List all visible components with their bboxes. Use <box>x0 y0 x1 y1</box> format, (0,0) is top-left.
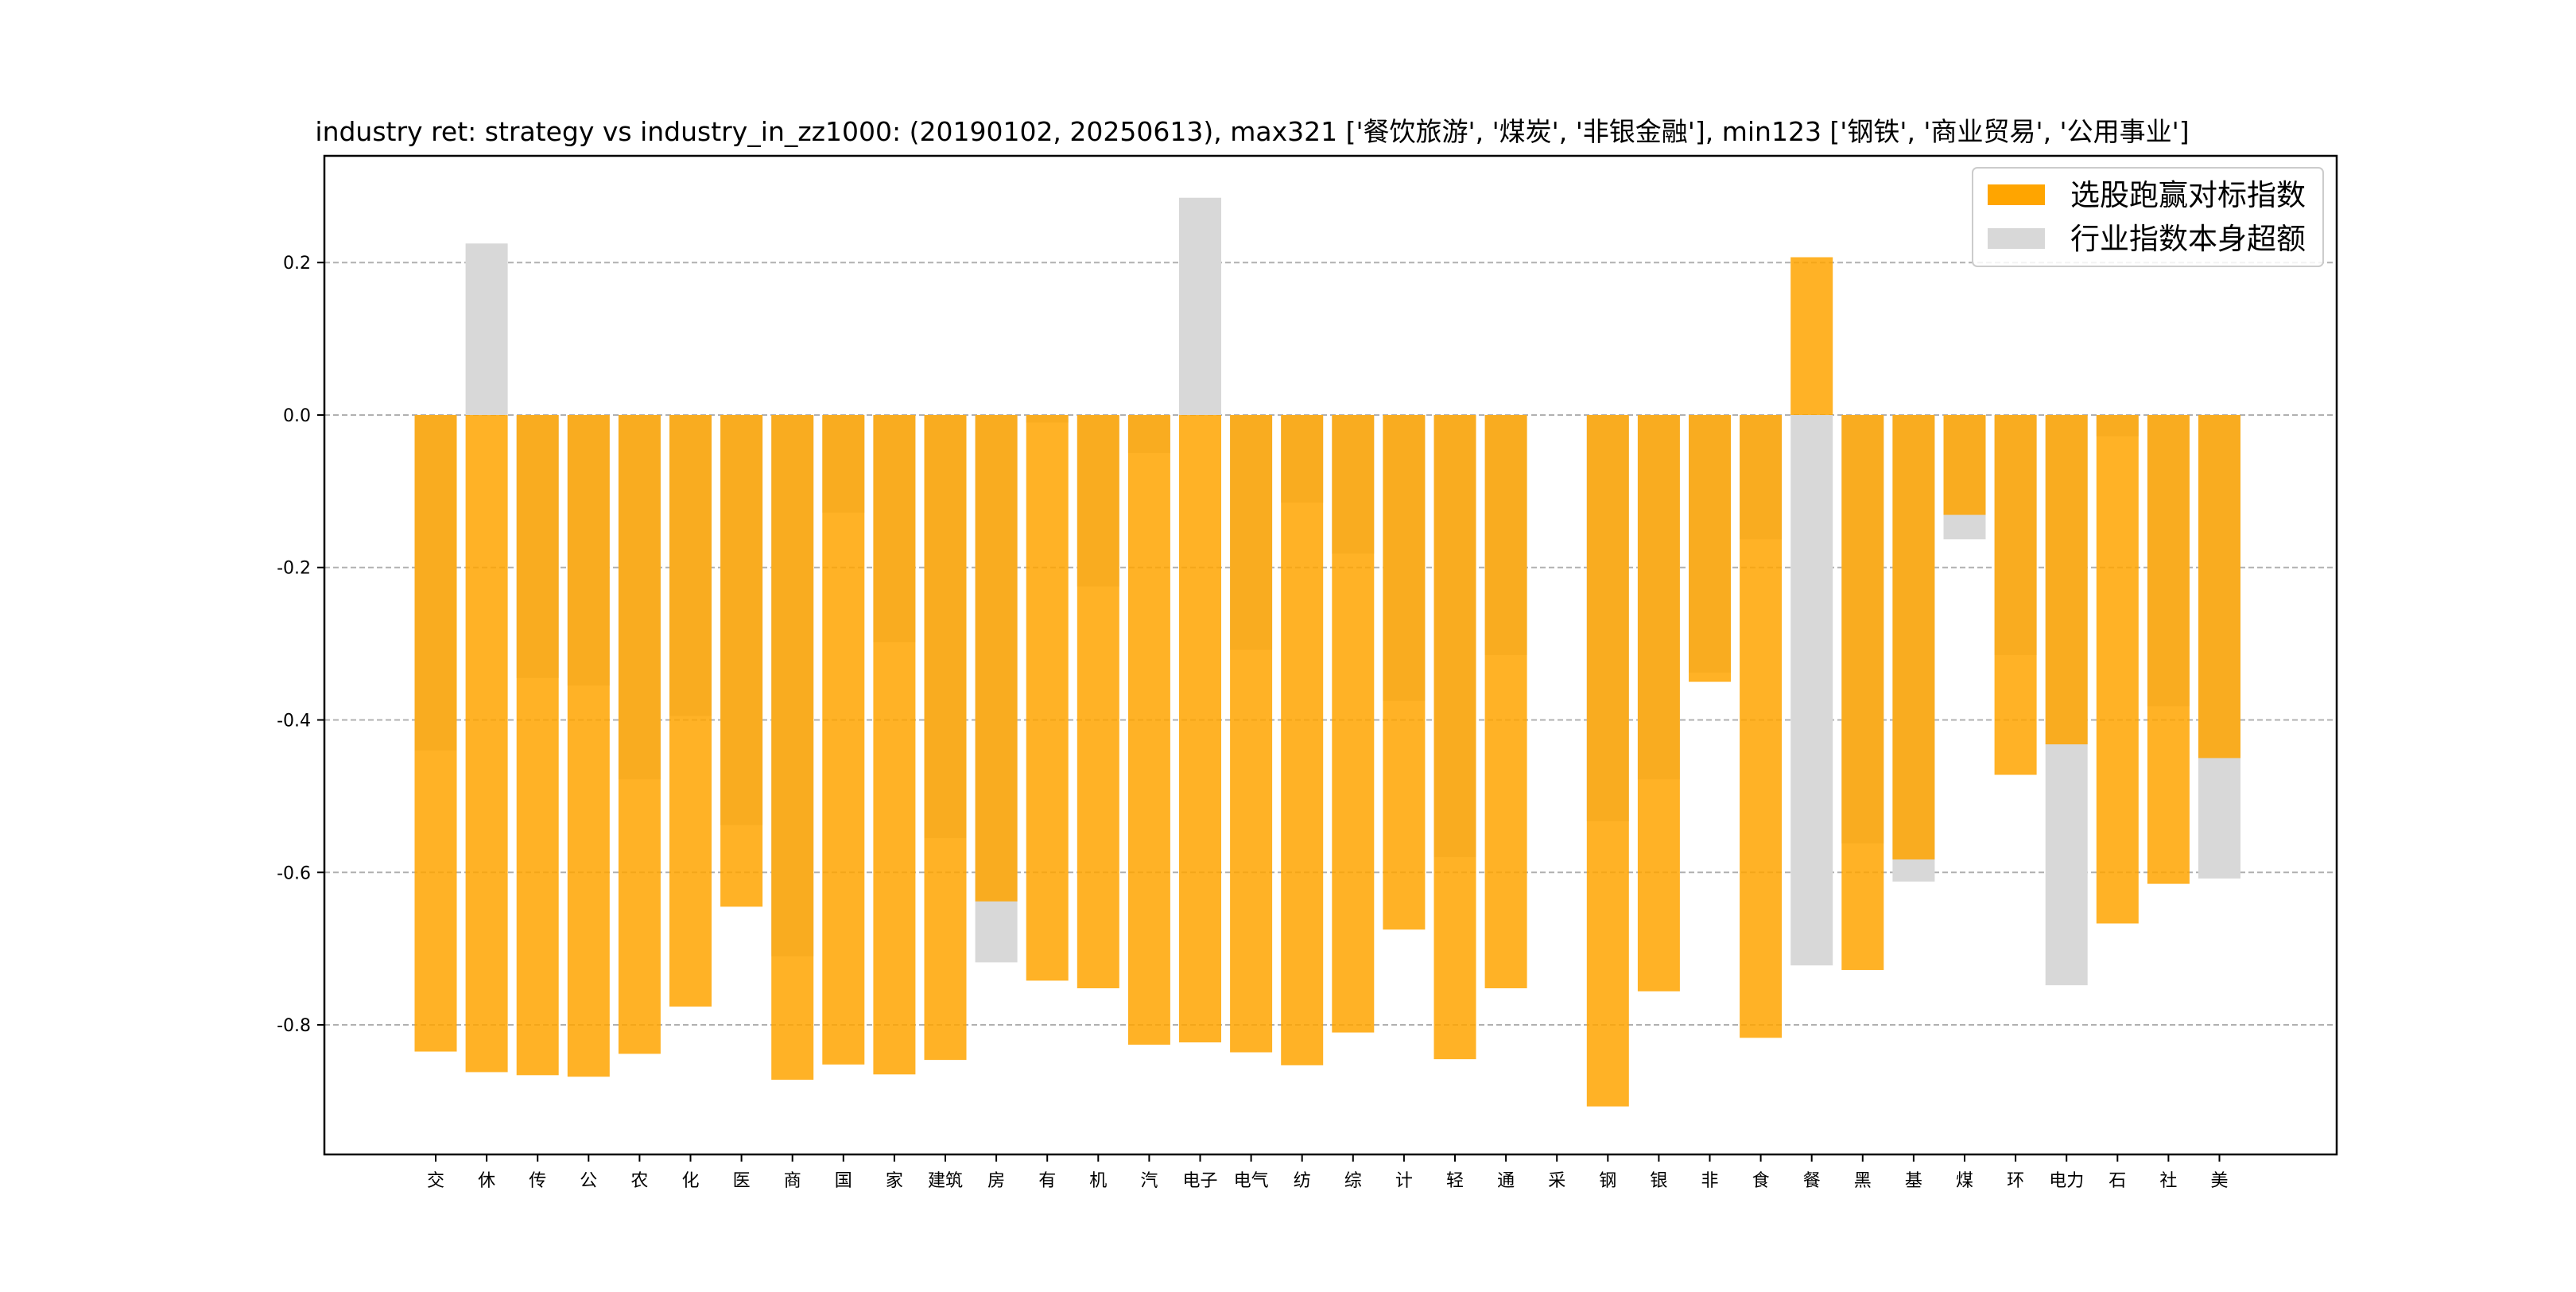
x-tick-label: 美 <box>2210 1171 2228 1191</box>
bar-strategy <box>975 414 1018 902</box>
bar-strategy <box>873 414 916 1075</box>
x-tick-label: 食 <box>1752 1171 1770 1191</box>
y-tick-label: -0.6 <box>277 863 311 883</box>
x-tick-label: 采 <box>1548 1171 1565 1191</box>
x-tick-label: 石 <box>2109 1171 2126 1191</box>
bar-strategy <box>1383 414 1426 930</box>
bar-strategy <box>1637 414 1680 991</box>
bar-industry <box>1179 197 1221 415</box>
x-tick-label: 基 <box>1905 1171 1922 1191</box>
bar-strategy <box>465 414 508 1073</box>
x-tick-label: 国 <box>835 1171 852 1191</box>
bar-strategy <box>567 414 610 1077</box>
legend-swatch-industry <box>1988 228 2045 249</box>
x-tick-label: 休 <box>478 1171 495 1191</box>
legend-swatch-strategy <box>1988 184 2045 205</box>
x-tick-label: 商 <box>784 1171 801 1191</box>
plot-frame <box>323 154 2338 1156</box>
bar-strategy <box>1127 414 1170 1045</box>
bar-strategy <box>2198 414 2240 759</box>
bar-strategy <box>414 414 457 1052</box>
bar-strategy <box>2045 414 2088 745</box>
x-tick-label: 钢 <box>1599 1171 1616 1191</box>
bar-strategy <box>1332 414 1375 1033</box>
bar-strategy <box>720 414 763 907</box>
legend-frame <box>1972 167 2324 267</box>
chart-title: industry ret: strategy vs industry_in_zz… <box>315 116 2189 147</box>
bar-strategy <box>2096 414 2139 924</box>
bar-strategy <box>822 414 865 1065</box>
x-tick-label: 计 <box>1395 1171 1413 1191</box>
bar-strategy <box>1230 414 1273 1053</box>
x-axis: 交 休 传 公 农 化 医 商 国 家 建筑 房 有 机 汽 电子 电气 纺 综 计 轻 通 采 钢 银 非 食 餐 黑 基 煤 环 电力 石 社 美 <box>427 1154 2229 1191</box>
y-tick-label: 0.0 <box>283 406 311 426</box>
x-tick-label: 电气 <box>1234 1171 1269 1191</box>
x-tick-label: 环 <box>2007 1171 2024 1191</box>
bar-strategy <box>1484 414 1527 988</box>
y-tick-label: -0.2 <box>277 559 311 579</box>
x-tick-label: 化 <box>681 1171 699 1191</box>
bar-strategy <box>1077 414 1119 988</box>
x-tick-label: 家 <box>886 1171 903 1191</box>
bar-strategy <box>1689 414 1731 682</box>
bar-strategy <box>1841 414 1884 970</box>
y-tick-label: -0.8 <box>277 1016 311 1036</box>
bar-strategy <box>1281 414 1324 1065</box>
x-tick-label: 餐 <box>1803 1171 1821 1191</box>
bar-industry <box>465 243 508 415</box>
x-tick-label: 有 <box>1038 1171 1056 1191</box>
x-tick-label: 传 <box>529 1171 546 1191</box>
x-tick-label: 电力 <box>2049 1171 2084 1191</box>
x-tick-label: 农 <box>630 1171 648 1191</box>
x-tick-label: 黑 <box>1854 1171 1872 1191</box>
x-tick-label: 医 <box>733 1171 751 1191</box>
x-tick-label: 轻 <box>1446 1171 1464 1191</box>
legend-label-industry: 行业指数本身超额 <box>2070 222 2306 256</box>
x-tick-label: 机 <box>1089 1171 1107 1191</box>
bar-strategy <box>1892 414 1935 859</box>
x-tick-label: 社 <box>2159 1171 2177 1191</box>
x-tick-label: 通 <box>1497 1171 1515 1191</box>
bar-strategy <box>1586 414 1629 1107</box>
x-tick-label: 综 <box>1344 1171 1362 1191</box>
x-tick-label: 电子 <box>1182 1171 1217 1191</box>
bars-layer <box>414 197 2240 1107</box>
bar-strategy <box>1179 414 1221 1043</box>
x-tick-label: 公 <box>580 1171 597 1191</box>
bar-strategy <box>669 414 712 1007</box>
x-tick-label: 建筑 <box>928 1171 963 1191</box>
legend-label-strategy: 选股跑赢对标指数 <box>2070 178 2306 212</box>
bar-strategy <box>1740 414 1783 1038</box>
x-tick-label: 银 <box>1650 1171 1667 1191</box>
y-tick-label: 0.2 <box>283 254 311 274</box>
bar-strategy <box>1433 414 1476 1060</box>
x-tick-label: 煤 <box>1956 1171 1973 1191</box>
y-tick-label: -0.4 <box>277 711 311 731</box>
bar-strategy <box>1026 414 1069 981</box>
bar-strategy <box>516 414 559 1076</box>
x-tick-label: 交 <box>427 1171 444 1191</box>
x-tick-label: 非 <box>1701 1171 1718 1191</box>
x-tick-label: 汽 <box>1140 1171 1158 1191</box>
bar-strategy <box>618 414 661 1054</box>
bar-industry <box>1790 414 1833 966</box>
x-tick-label: 房 <box>987 1171 1005 1191</box>
bar-strategy <box>1943 414 1986 515</box>
legend: 选股跑赢对标指数 行业指数本身超额 <box>1972 167 2324 267</box>
bar-strategy <box>924 414 967 1061</box>
y-axis: 0.2 0.0 -0.2 -0.4 -0.6 -0.8 <box>277 254 324 1036</box>
bar-strategy <box>771 414 814 1081</box>
bar-strategy <box>1994 414 2037 775</box>
bar-strategy <box>1790 257 1833 415</box>
bar-strategy <box>2147 414 2190 884</box>
x-tick-label: 纺 <box>1294 1171 1311 1191</box>
